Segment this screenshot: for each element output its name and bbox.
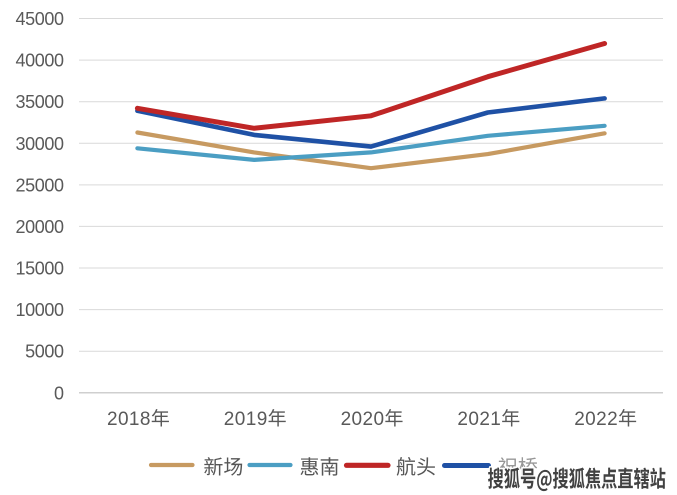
svg-text:10000: 10000 [16, 300, 64, 320]
svg-text:45000: 45000 [16, 9, 64, 29]
svg-text:20000: 20000 [16, 217, 64, 237]
svg-text:2019: 2019 [224, 409, 268, 430]
svg-text:40000: 40000 [16, 51, 64, 71]
svg-text:5000: 5000 [25, 342, 64, 362]
svg-text:0: 0 [54, 383, 64, 403]
svg-text:2020: 2020 [341, 409, 385, 430]
svg-text:15000: 15000 [16, 259, 64, 279]
svg-text:2021: 2021 [457, 409, 501, 430]
svg-text:2022: 2022 [574, 409, 618, 430]
svg-text:25000: 25000 [16, 175, 64, 195]
svg-text:30000: 30000 [16, 134, 64, 154]
svg-text:2018: 2018 [107, 409, 151, 430]
svg-text:35000: 35000 [16, 92, 64, 112]
